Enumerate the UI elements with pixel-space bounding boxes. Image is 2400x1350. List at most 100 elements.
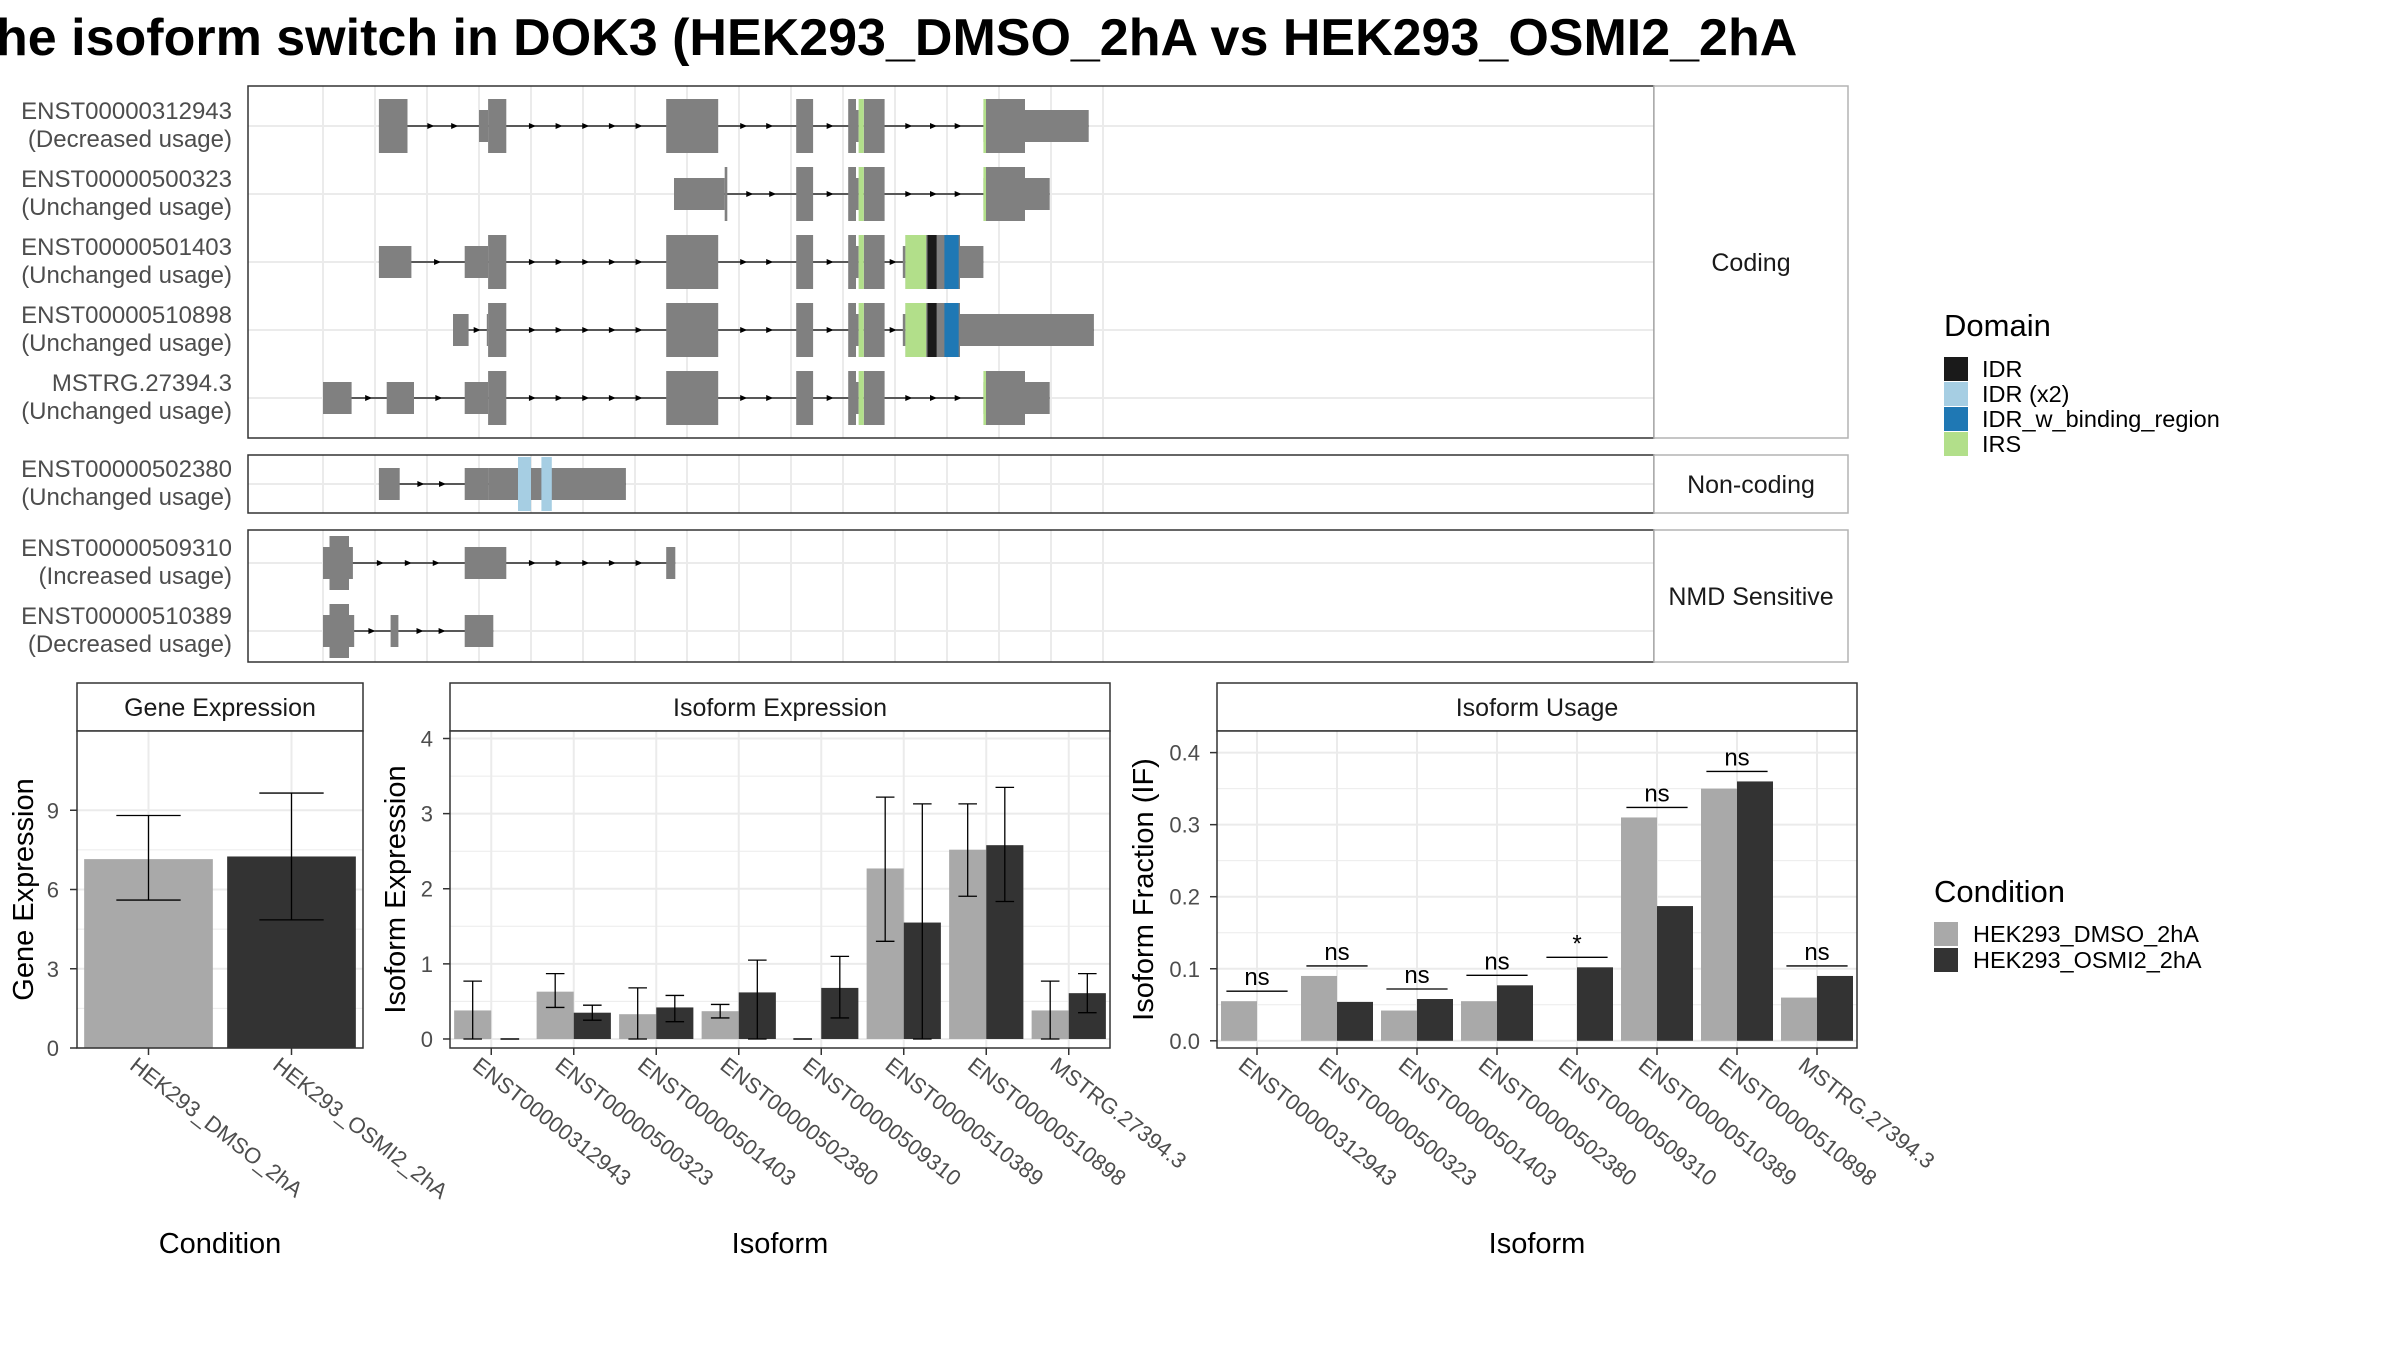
intron-arrow <box>826 395 834 401</box>
chart-title: Isoform Expression <box>673 694 887 722</box>
intron-arrow <box>930 123 937 129</box>
bar <box>1737 781 1773 1041</box>
significance-label: * <box>1572 930 1581 957</box>
transcript-usage: (Unchanged usage) <box>21 262 232 289</box>
intron-arrow <box>635 259 643 265</box>
intron-arrow <box>582 395 590 401</box>
intron-arrow <box>826 327 834 333</box>
intron-arrow <box>766 395 774 401</box>
exon-block <box>848 167 856 221</box>
bar <box>1817 975 1853 1041</box>
bar <box>1657 906 1693 1041</box>
intron-arrow <box>376 560 384 566</box>
plot-border <box>1216 730 1858 1049</box>
domain-block <box>858 235 864 289</box>
transcript-row: ENST00000510898(Unchanged usage) <box>21 302 1094 357</box>
intron-arrow <box>740 123 748 129</box>
intron-arrow <box>555 123 563 129</box>
bar <box>1621 817 1657 1041</box>
exon-block <box>488 235 507 289</box>
y-tick-label: 2 <box>421 877 433 902</box>
exon-block <box>724 167 728 221</box>
domain-legend-key <box>1944 432 1968 456</box>
x-axis-title: Isoform <box>732 1228 829 1260</box>
isoform-usage-chart: Isoform Usage ns ns ns ns * ns ns ns 0.0 0.1 0.2 0.3… <box>1128 682 1939 1260</box>
facet-strip <box>1653 529 1849 663</box>
intron-arrow <box>905 191 913 197</box>
exon-block <box>488 371 507 425</box>
intron-arrow <box>930 395 937 401</box>
intron-arrow <box>905 123 913 129</box>
y-tick-label: 0.4 <box>1169 741 1200 766</box>
intron-arrow <box>740 395 748 401</box>
exon-block <box>488 468 626 500</box>
facet-label: NMD Sensitive <box>1668 583 1833 611</box>
exon-block <box>329 536 349 590</box>
domain-block <box>905 303 927 357</box>
facet-label: Coding <box>1711 249 1790 277</box>
chart-title: Isoform Usage <box>1456 694 1619 722</box>
exon-block <box>796 303 814 357</box>
intron-arrow <box>555 395 563 401</box>
intron-arrow <box>608 123 616 129</box>
intron-arrow <box>528 560 536 566</box>
exon-block <box>488 99 507 153</box>
exon-block <box>986 167 1025 221</box>
transcript-row: ENST00000510389(Decreased usage) <box>21 603 494 658</box>
bar <box>1417 999 1453 1041</box>
exon-block <box>378 468 400 500</box>
intron-arrow <box>434 259 442 265</box>
intron-arrow <box>740 327 748 333</box>
exon-block <box>796 371 814 425</box>
intron-arrow <box>555 259 563 265</box>
exon-block <box>453 314 469 346</box>
intron-arrow <box>889 327 897 333</box>
exon-block <box>856 110 859 142</box>
bar <box>1781 997 1817 1041</box>
domain-block <box>858 167 864 221</box>
bar <box>1381 1010 1417 1041</box>
significance-label: ns <box>1484 948 1509 975</box>
domain-block <box>944 235 959 289</box>
exon-block <box>486 314 489 346</box>
x-axis-title: Isoform <box>1489 1228 1586 1260</box>
facet-strip <box>1653 454 1849 514</box>
exon-block <box>349 615 355 647</box>
intron-arrow <box>954 191 962 197</box>
exon-block <box>848 99 856 153</box>
intron-arrow <box>451 123 459 129</box>
significance-label: ns <box>1724 744 1749 771</box>
intron-arrow <box>740 259 748 265</box>
domain-legend-title: Domain <box>1944 308 2051 343</box>
structure-panel-2: NMD Sensitive ENST00000509310(Increased u… <box>21 529 1849 663</box>
condition-legend-key <box>1934 922 1958 946</box>
exon-block <box>1025 178 1050 210</box>
y-axis-title: Isoform Fraction (IF) <box>1128 758 1160 1021</box>
exon-block <box>464 382 489 414</box>
y-axis-title: Gene Expression <box>8 778 40 1000</box>
transcript-id: ENST00000500323 <box>21 166 232 193</box>
exon-block <box>464 615 494 647</box>
exon-block <box>349 547 353 579</box>
condition-legend-label: HEK293_OSMI2_2hA <box>1973 947 2202 973</box>
exon-block <box>1025 382 1050 414</box>
exon-block <box>796 167 814 221</box>
exon-block <box>390 615 399 647</box>
x-tick-label: ENST00000312943 <box>468 1052 636 1191</box>
y-tick-label: 0 <box>47 1036 59 1061</box>
intron-arrow <box>608 395 616 401</box>
exon-block <box>666 371 719 425</box>
bar <box>1301 975 1337 1041</box>
y-tick-label: 0.2 <box>1169 885 1200 910</box>
transcript-row: ENST00000509310(Increased usage) <box>21 535 676 590</box>
significance-label: ns <box>1644 780 1669 807</box>
y-tick-label: 1 <box>421 952 433 977</box>
domain-legend-key <box>1944 382 1968 406</box>
domain-block <box>983 371 986 425</box>
intron-arrow <box>427 123 435 129</box>
intron-arrow <box>635 560 643 566</box>
intron-arrow <box>582 259 590 265</box>
intron-arrow <box>404 560 412 566</box>
